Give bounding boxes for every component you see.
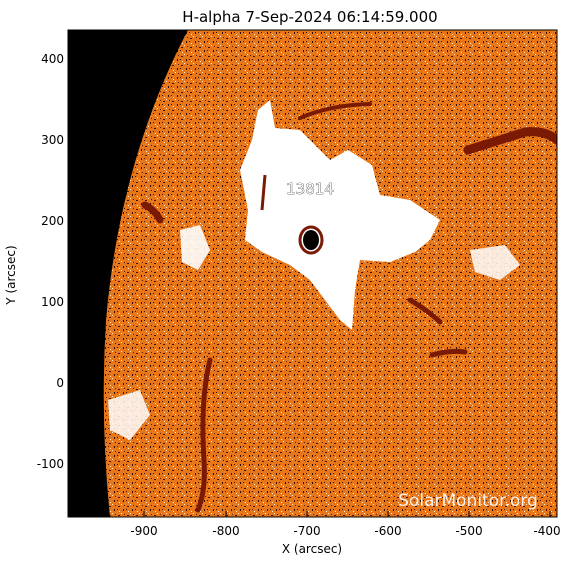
x-tick-label: -600 (374, 524, 401, 538)
y-tick-label: 100 (41, 295, 64, 309)
x-tick-label: -900 (130, 524, 157, 538)
solar-image: SolarMonitor.org (68, 30, 557, 517)
space-background (68, 30, 188, 517)
filament (463, 127, 557, 155)
plage-region (240, 100, 440, 330)
plage-patch (108, 390, 150, 440)
filament (407, 297, 443, 325)
filament (429, 348, 468, 358)
watermark: SolarMonitor.org (398, 491, 538, 511)
filament (141, 201, 164, 224)
y-axis-label: Y (arcsec) (4, 245, 18, 305)
sunspot (303, 230, 319, 250)
y-tick-label: -100 (37, 457, 64, 471)
plage-patch (180, 225, 210, 270)
plage-patch (470, 245, 520, 280)
filament (195, 357, 213, 513)
y-tick-label: 200 (41, 214, 64, 228)
x-tick-label: -400 (533, 524, 560, 538)
x-axis-label: X (arcsec) (282, 542, 342, 556)
y-tick-label: 400 (41, 52, 64, 66)
x-tick-label: -800 (212, 524, 239, 538)
x-tick-label: -700 (293, 524, 320, 538)
active-region-label: 13814 (286, 180, 334, 198)
image-title: H-alpha 7-Sep-2024 06:14:59.000 (182, 8, 437, 26)
x-axis: -900 -800 -700 -600 -500 -400 X (arcsec) (130, 511, 561, 556)
x-tick-label: -500 (455, 524, 482, 538)
plot-frame (67, 29, 558, 518)
filament (298, 102, 372, 120)
y-axis: 400 300 200 100 0 -100 Y (arcsec) (4, 52, 74, 471)
sunspot-penumbra (298, 225, 324, 255)
y-tick-label: 0 (56, 376, 64, 390)
y-tick-label: 300 (41, 133, 64, 147)
filament (260, 174, 267, 211)
